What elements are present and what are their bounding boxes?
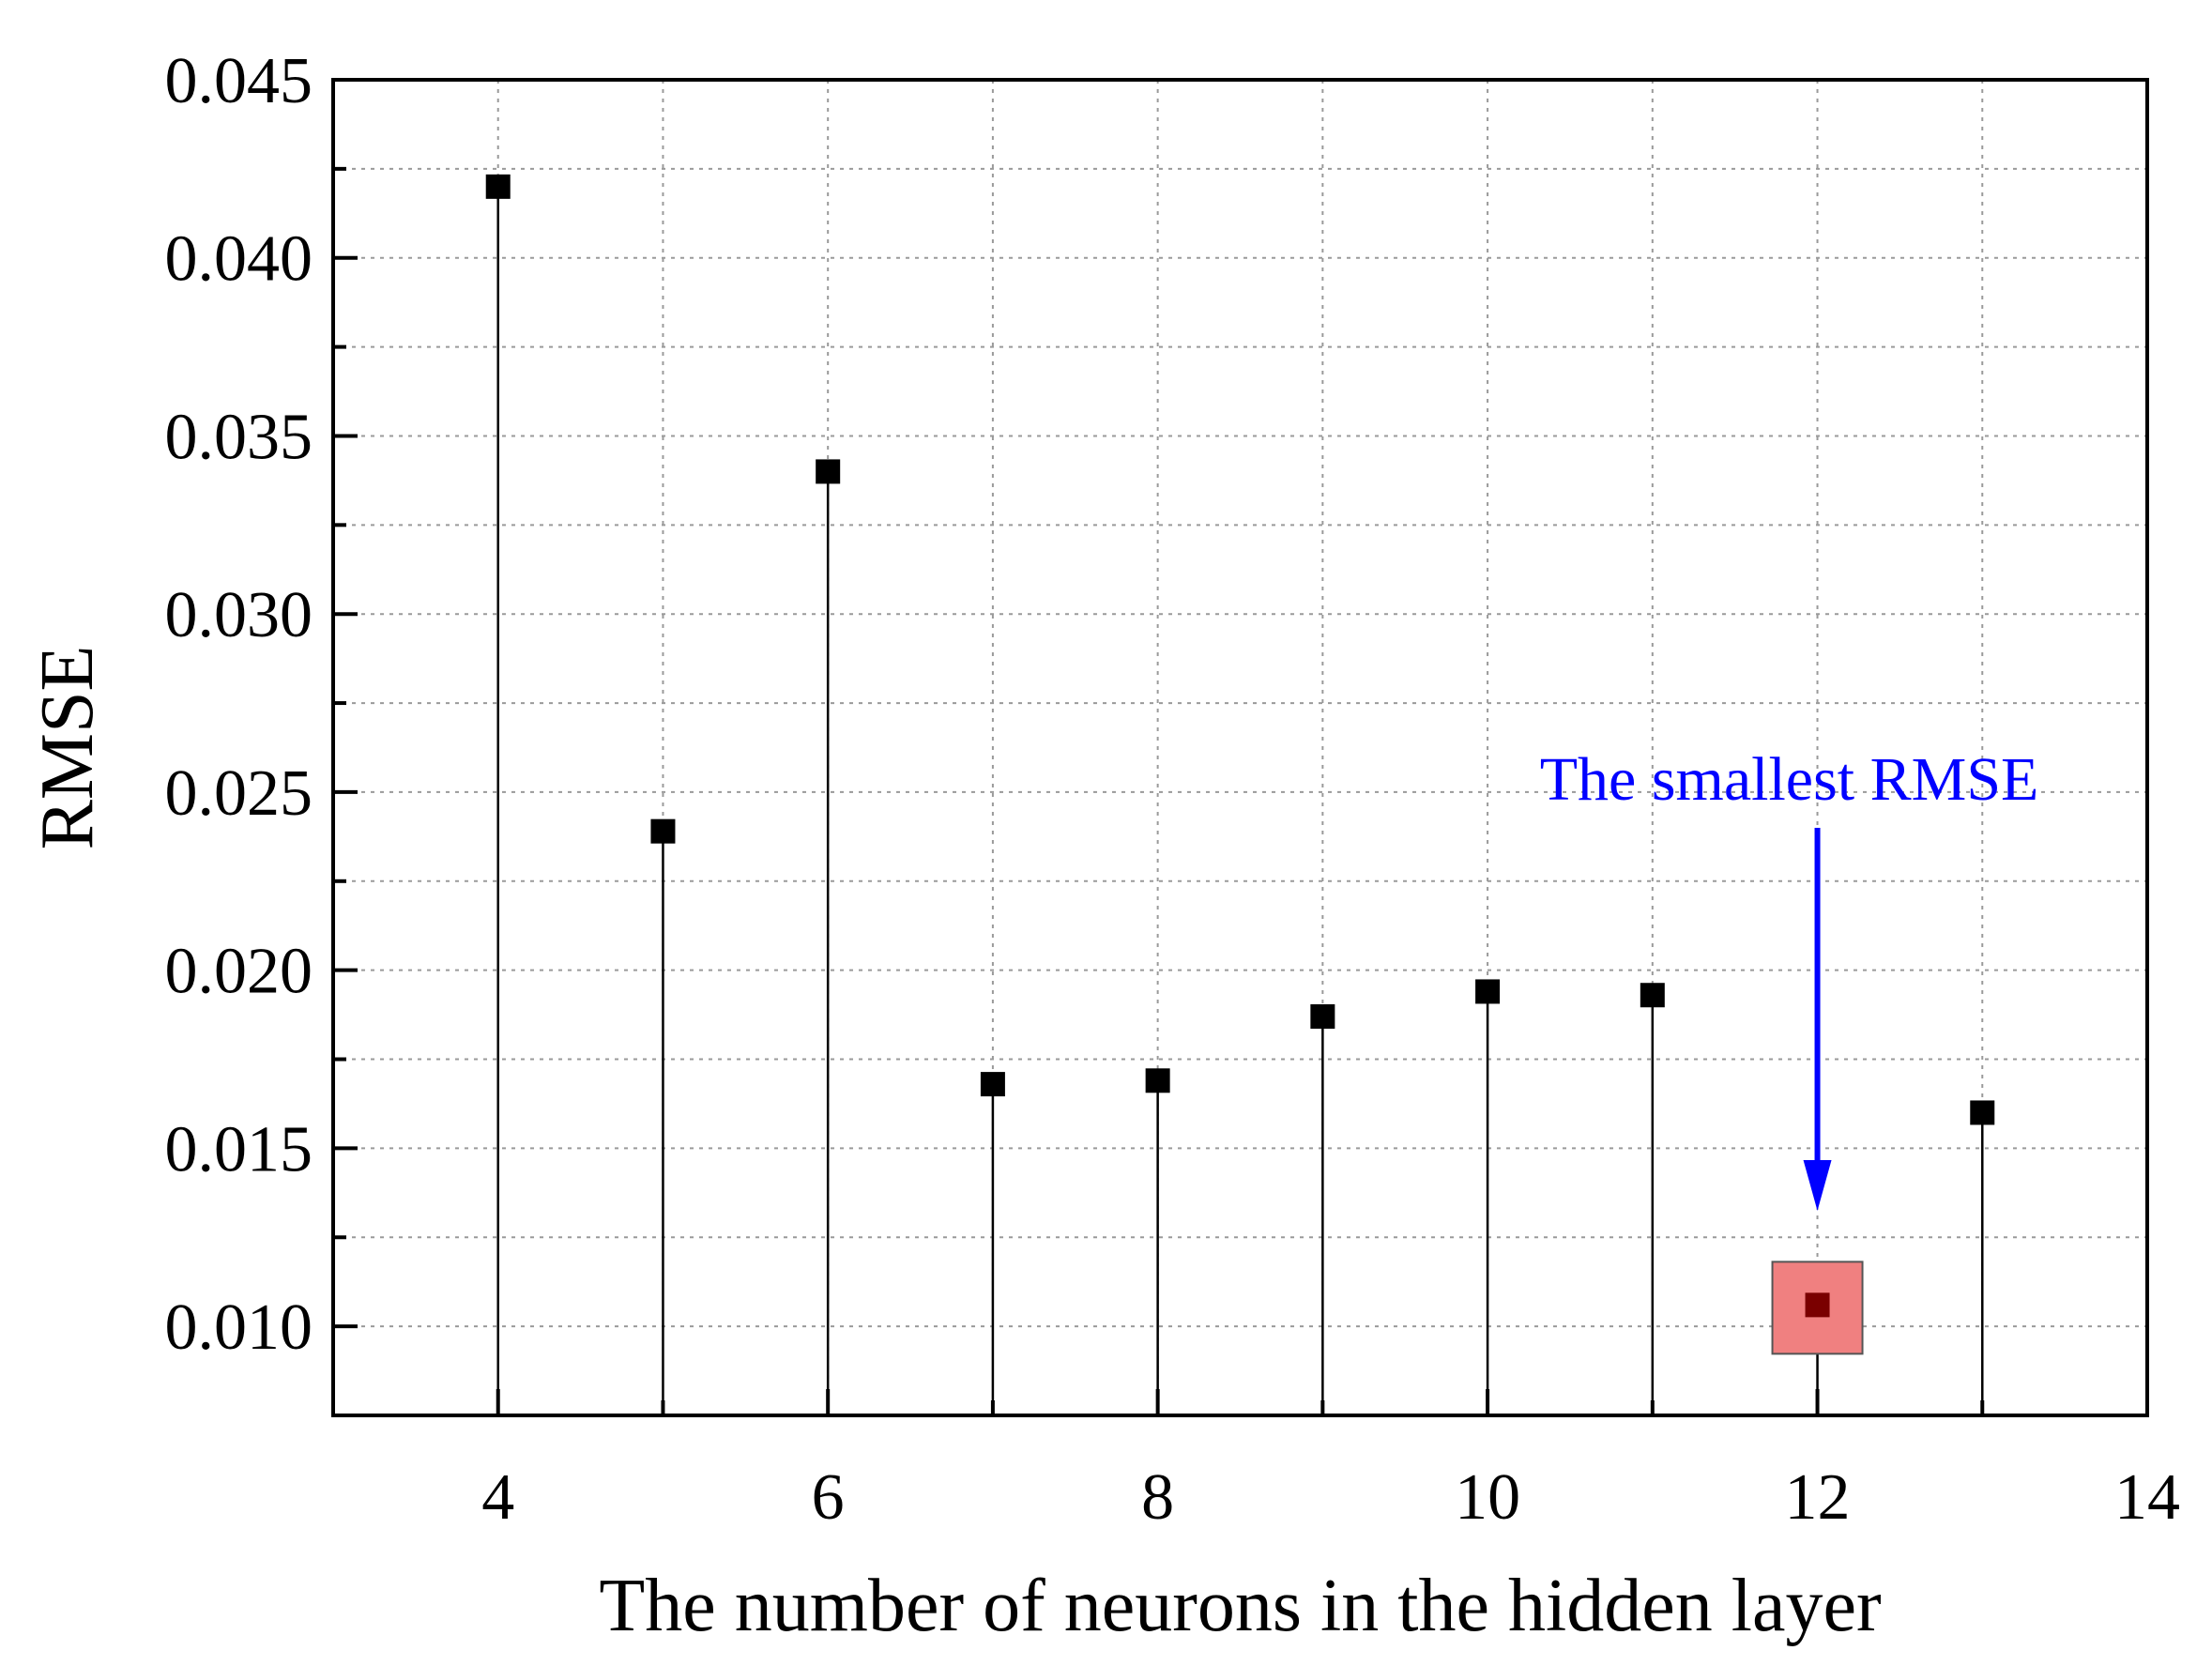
- data-point: [1310, 1003, 1335, 1029]
- x-axis-title: The number of neurons in the hidden laye…: [599, 1565, 1881, 1647]
- data-point: [1805, 1292, 1830, 1318]
- data-point: [816, 459, 841, 484]
- y-tick-labels: 0.010 0.015 0.020 0.025 0.030 0.035 0.040 0.045: [165, 45, 313, 1364]
- y-tick-label: 0.035: [165, 401, 313, 473]
- x-tick-label: 12: [1785, 1461, 1851, 1534]
- annotation-text: The smallest RMSE: [1540, 745, 2039, 814]
- plot-frame: [331, 78, 2149, 1417]
- y-axis-title: RMSE: [26, 646, 109, 850]
- y-tick-label: 0.045: [165, 45, 313, 117]
- data-point: [1640, 983, 1665, 1008]
- y-tick-label: 0.010: [165, 1292, 313, 1364]
- x-tick-label: 14: [2114, 1461, 2180, 1534]
- annotation: The smallest RMSE: [1540, 745, 2039, 1211]
- data-point: [1145, 1068, 1170, 1093]
- data-markers: [485, 174, 1995, 1318]
- x-tick-label: 10: [1455, 1461, 1520, 1534]
- x-tick-labels: 4 6 8 10 12 14: [481, 1461, 2180, 1534]
- stem-lines: [496, 186, 1984, 1415]
- x-tick-label: 4: [481, 1461, 514, 1534]
- x-tick-label: 6: [812, 1461, 845, 1534]
- grid-lines: [332, 80, 2147, 1415]
- y-tick-label: 0.020: [165, 936, 313, 1008]
- data-point: [1970, 1100, 1995, 1125]
- y-tick-label: 0.030: [165, 579, 313, 651]
- data-point: [485, 174, 511, 199]
- y-tick-label: 0.025: [165, 757, 313, 830]
- y-tick-label: 0.015: [165, 1113, 313, 1185]
- data-point: [650, 818, 676, 844]
- data-point: [980, 1072, 1005, 1097]
- data-point: [1475, 979, 1501, 1004]
- x-tick-label: 8: [1141, 1461, 1174, 1534]
- y-tick-label: 0.040: [165, 223, 313, 296]
- annotation-arrow-head: [1803, 1160, 1832, 1211]
